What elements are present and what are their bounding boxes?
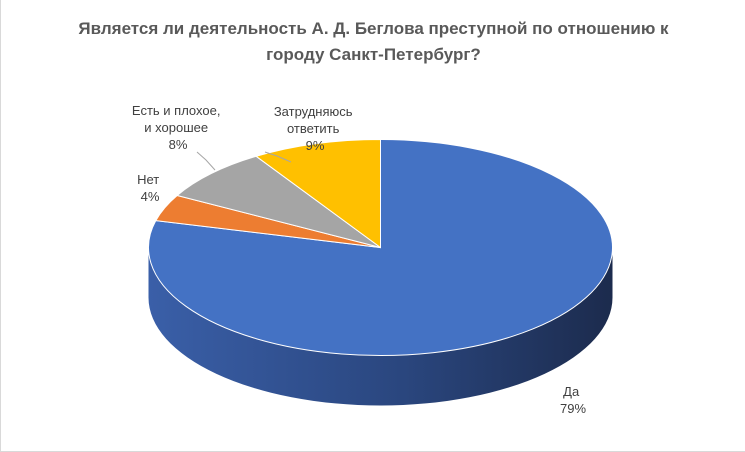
leader-mixed (196, 151, 216, 171)
leader-unsure (264, 151, 292, 163)
data-label-mixed: Есть и плохое, и хорошее 8% (132, 103, 224, 152)
data-label-unsure-line2: ответить (287, 121, 340, 136)
data-label-da-name: Да (563, 384, 580, 399)
data-label-mixed-value: 8% (169, 137, 188, 152)
data-label-net: Нет 4% (137, 172, 163, 204)
data-label-da-value: 79% (560, 401, 586, 416)
data-label-unsure: Затрудняюсь ответить 9% (274, 104, 356, 153)
data-label-mixed-line1: Есть и плохое, (132, 103, 221, 118)
pie-side-da (148, 247, 613, 406)
pie-slice-unsure (255, 138, 381, 249)
data-label-mixed-line2: и хорошее (144, 120, 208, 135)
data-label-unsure-line1: Затрудняюсь (274, 104, 353, 119)
label-leaders (196, 151, 292, 171)
data-label-net-value: 4% (141, 189, 160, 204)
chart-title: Является ли деятельность А. Д. Беглова п… (78, 19, 669, 64)
data-label-unsure-value: 9% (306, 138, 325, 153)
data-label-net-name: Нет (137, 172, 159, 187)
data-labels: Да 79% Нет 4% Есть и плохое, и хорошее 8… (132, 103, 587, 416)
data-label-da: Да 79% (560, 384, 586, 416)
pie-tops (148, 138, 613, 356)
pie-sides (148, 247, 613, 406)
pie-slice-mixed (176, 155, 381, 248)
